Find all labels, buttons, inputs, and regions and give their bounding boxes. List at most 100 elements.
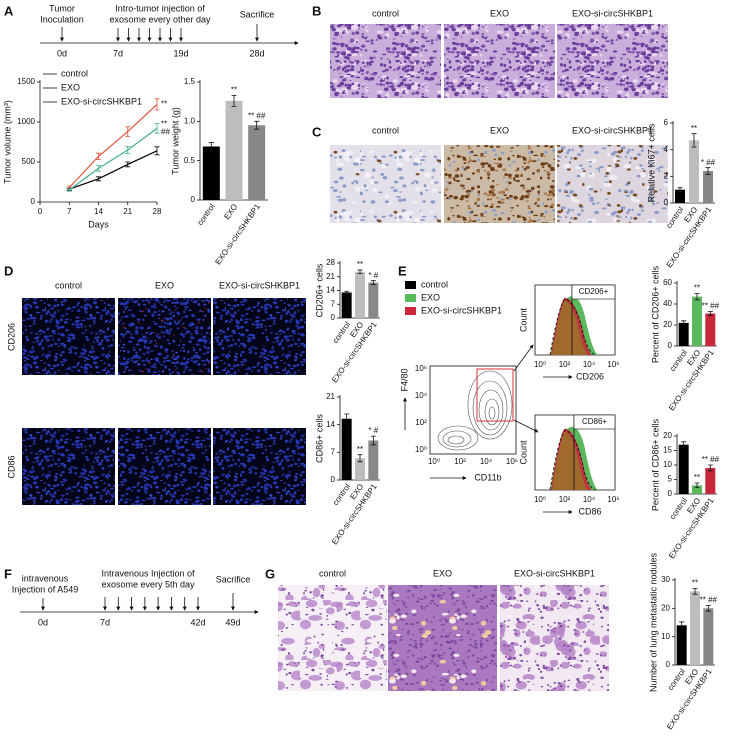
axis-label: CD206 [576, 371, 604, 381]
micrograph [22, 428, 115, 505]
significance-label: ** ## [702, 301, 720, 310]
y-tick-label: 21 [326, 392, 335, 401]
y-tick-label: 0 [191, 195, 196, 204]
contour-line [447, 435, 465, 445]
bar [692, 485, 702, 494]
y-axis-label: CD206+ cells [314, 263, 324, 317]
axis-tick-label: 10⁰ [534, 360, 546, 369]
timeline-label: Intro-tumor injection of [115, 3, 205, 13]
y-axis-label: Percent of CD86+ cells [650, 418, 660, 511]
micrograph [213, 298, 306, 375]
panel-letter: G [265, 566, 275, 581]
y-tick-label: 500 [22, 157, 36, 166]
y-axis-label: Relative Ki67+ cells [646, 123, 656, 202]
row-label: CD86 [6, 455, 16, 478]
timeline-label: Inoculation [40, 14, 84, 24]
x-tick-label: EXO-si-circSHKBP1 [213, 202, 262, 267]
legend-swatch [405, 307, 416, 315]
error-bar [705, 605, 711, 612]
bar [690, 591, 700, 665]
axis-tick-label: 10⁶ [607, 360, 619, 369]
contour-line [467, 370, 513, 440]
x-tick-label: 0 [38, 207, 43, 216]
y-tick-label: 30 [661, 575, 670, 584]
error-bar [254, 120, 260, 130]
significance-label: ** ## [248, 111, 266, 120]
column-label: control [372, 125, 399, 135]
bar [248, 125, 266, 200]
panel-letter: B [312, 3, 321, 18]
column-label: control [55, 280, 82, 290]
axis-tick-label: 10⁶ [415, 364, 427, 373]
y-tick-label: 20 [663, 431, 672, 440]
y-tick-label: 1500 [17, 77, 35, 86]
y-tick-label: 4 [664, 145, 669, 154]
y-tick-label: 0 [331, 313, 336, 322]
y-tick-label: 1.0 [184, 116, 196, 125]
bar [202, 146, 220, 200]
error-bar [692, 588, 698, 595]
error-bar [96, 152, 101, 160]
x-tick-label: EXO [222, 202, 239, 221]
column-label: EXO-si-circSHKBP1 [572, 125, 653, 135]
error-bar [357, 454, 363, 463]
column-label: EXO [490, 8, 509, 18]
x-tick-label: control [196, 202, 217, 227]
column-label: EXO-si-circSHKBP1 [514, 568, 595, 578]
error-bar [707, 310, 713, 316]
axis-tick-label: 10² [559, 495, 571, 504]
error-bar [125, 126, 131, 137]
micrograph [444, 24, 555, 98]
legend-swatch [405, 281, 416, 289]
column-label: control [319, 568, 346, 578]
y-tick-label: 0 [668, 341, 673, 350]
axis-tick-label: 10⁴ [583, 360, 596, 369]
bar [368, 440, 379, 480]
timeline-label: exosome every other day [109, 14, 211, 24]
bar [692, 296, 702, 346]
panel-letter: C [312, 124, 322, 139]
y-tick-label: 0 [666, 660, 671, 669]
legend-label: control [61, 68, 88, 78]
y-axis-label: Tumor volume (mm³) [2, 100, 12, 184]
y-axis-label: Number of lung metastatic nodules [648, 552, 658, 692]
contour-line [472, 380, 508, 436]
y-axis-label: Percent of CD206+ cells [650, 265, 660, 363]
error-bar [694, 293, 700, 301]
y-tick-label: 14 [326, 420, 335, 429]
arrow [513, 419, 539, 433]
legend-label: EXO [61, 82, 80, 92]
micrograph [557, 24, 668, 98]
y-tick-label: 20 [663, 320, 672, 329]
legend-label: EXO-si-circSHKBP1 [61, 96, 142, 106]
bar [705, 467, 716, 494]
micrograph [557, 145, 668, 223]
data-line [69, 150, 158, 190]
data-line [68, 103, 158, 189]
significance-label: * ## [701, 158, 716, 167]
significance-label: ** ## [702, 455, 720, 464]
column-label: EXO [155, 280, 174, 290]
panel-letter: D [4, 263, 13, 278]
significance-label: ** [357, 260, 363, 269]
legend-label: EXO-si-circSHKBP1 [421, 305, 502, 315]
error-bar [357, 269, 363, 275]
axis-label: CD86 [578, 506, 601, 516]
y-tick-label: 21 [326, 272, 335, 281]
gate-label: CD86+ [582, 417, 607, 426]
timeline-tick: 0d [57, 48, 67, 58]
legend-label: EXO [421, 292, 440, 302]
bar [678, 322, 689, 346]
micrograph [118, 428, 211, 505]
error-bar [679, 621, 685, 630]
micrograph [444, 145, 555, 223]
bar [675, 189, 685, 203]
y-tick-label: 0.5 [184, 156, 196, 165]
error-bar [125, 161, 131, 168]
axis-label: CD11b [474, 472, 501, 482]
timeline-label: Injection of A549 [12, 584, 79, 594]
axis-tick-label: 10² [454, 457, 466, 466]
axis-tick-label: 10⁶ [506, 457, 518, 466]
bar [705, 313, 716, 346]
